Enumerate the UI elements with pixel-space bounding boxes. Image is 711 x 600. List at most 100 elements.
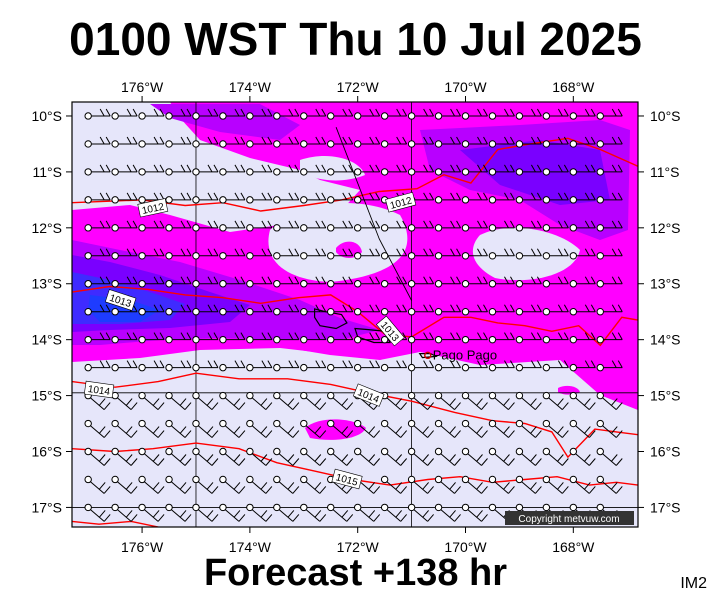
wind-barb <box>542 419 569 438</box>
wind-barb <box>246 503 273 522</box>
wind-barb <box>596 192 623 204</box>
wind-barb <box>192 419 219 438</box>
shading-region <box>150 104 300 140</box>
wind-barb <box>192 332 219 344</box>
wind-barb <box>380 108 408 120</box>
isobar-label: 1012 <box>137 198 169 218</box>
wind-barb <box>219 136 246 148</box>
wind-barb <box>138 503 165 522</box>
wind-barb <box>111 248 138 260</box>
wind-barb <box>84 419 111 438</box>
wind-barb <box>246 220 273 232</box>
wind-barb <box>192 136 219 148</box>
wind-barb <box>327 164 354 176</box>
wind-barb <box>246 419 273 438</box>
lat-label-right: 12°S <box>650 220 681 236</box>
wind-barb <box>219 447 246 466</box>
wind-barb <box>380 164 408 176</box>
wind-barb <box>353 332 381 344</box>
wind-barb <box>246 304 273 316</box>
wind-barb <box>515 475 542 494</box>
wind-barb <box>569 360 596 372</box>
wind-barb <box>596 136 623 148</box>
wind-barb <box>569 192 596 204</box>
wind-barb <box>542 164 569 176</box>
lat-label-left: 17°S <box>31 499 62 515</box>
wind-barb <box>300 192 327 204</box>
wind-barb <box>138 220 165 232</box>
wind-barb <box>192 220 219 232</box>
wind-barb <box>192 360 219 372</box>
wind-barb <box>138 304 165 316</box>
wind-barb <box>434 503 461 522</box>
wind-barb <box>165 475 192 494</box>
wind-barb <box>515 304 542 316</box>
wind-barb <box>300 220 327 232</box>
wind-barb <box>84 136 111 148</box>
wind-barb <box>219 391 246 410</box>
wind-barb <box>407 304 435 316</box>
wind-barb <box>219 276 246 288</box>
wind-barb <box>84 220 111 232</box>
lon-label-top: 176°W <box>121 79 164 95</box>
lon-label-bottom: 174°W <box>229 539 272 555</box>
wind-barb <box>515 360 542 372</box>
wind-barb <box>407 164 435 176</box>
wind-barb <box>542 304 569 316</box>
wind-barb <box>353 447 381 466</box>
wind-barb <box>596 248 623 260</box>
lat-label-left: 15°S <box>31 388 62 404</box>
wind-barb <box>542 192 569 204</box>
wind-barb <box>327 503 354 522</box>
wind-barb <box>353 108 381 120</box>
wind-barb <box>542 108 569 120</box>
lon-label-bottom: 176°W <box>121 539 164 555</box>
lat-label-right: 13°S <box>650 276 681 292</box>
wind-barb <box>165 360 192 372</box>
wind-barb <box>273 108 300 120</box>
wind-barb <box>300 391 327 410</box>
wind-barb <box>596 419 623 438</box>
wind-barb <box>138 332 165 344</box>
wind-barb <box>380 304 408 316</box>
wind-barb <box>273 136 300 148</box>
wind-barb <box>353 220 381 232</box>
wind-barb <box>273 447 300 466</box>
axis-ticks: 176°W 176°W 174°W 174°W 172°W 172°W 170°W 170°W… <box>31 79 680 555</box>
wind-barb <box>461 108 488 120</box>
wind-barb <box>461 304 488 316</box>
wind-barb <box>461 391 488 410</box>
wind-barb <box>138 360 165 372</box>
wind-barb <box>596 108 623 120</box>
wind-barb <box>380 447 408 466</box>
lon-label-bottom: 170°W <box>444 539 487 555</box>
wind-barb <box>488 360 515 372</box>
wind-barb <box>434 276 461 288</box>
wind-barb <box>300 332 327 344</box>
wind-barb <box>246 164 273 176</box>
wind-barb <box>111 164 138 176</box>
wind-barb <box>246 108 273 120</box>
lat-label-left: 10°S <box>31 108 62 124</box>
wind-barb <box>434 419 461 438</box>
wind-barb <box>488 136 515 148</box>
wind-barb <box>407 360 435 372</box>
wind-barb <box>327 391 354 410</box>
wind-barb <box>84 503 111 522</box>
wind-barb <box>300 503 327 522</box>
wind-barb <box>407 475 434 494</box>
wind-barb <box>273 192 300 204</box>
wind-barb <box>515 192 542 204</box>
wind-barb <box>542 391 569 410</box>
wind-barb <box>138 276 165 288</box>
wind-barb <box>273 304 300 316</box>
lon-label-bottom: 168°W <box>552 539 595 555</box>
wind-barb <box>165 136 192 148</box>
wind-barb <box>596 220 623 232</box>
wind-barb <box>461 248 488 260</box>
wind-barb <box>327 332 354 344</box>
wind-barb <box>273 164 300 176</box>
wind-barb <box>407 136 435 148</box>
wind-barb <box>569 220 596 232</box>
wind-barb <box>165 419 192 438</box>
